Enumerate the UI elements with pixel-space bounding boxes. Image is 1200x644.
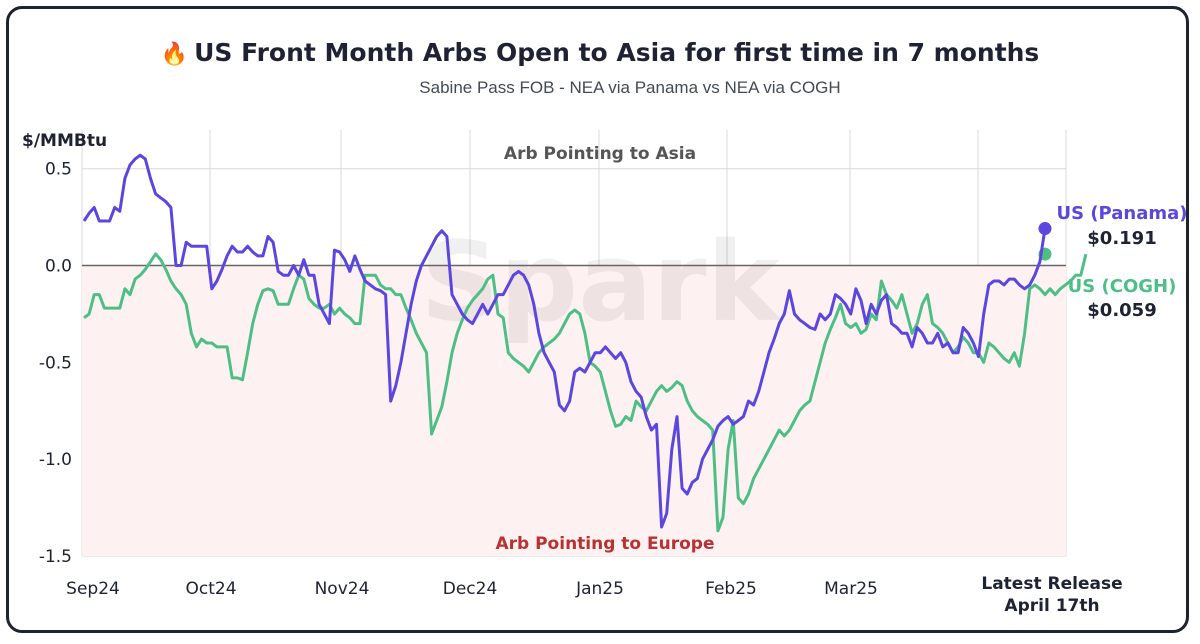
x-tick-labels: Sep24 Oct24 Nov24 Dec24 Jan25 Feb25 Mar25 Lates… [66,574,1122,616]
y-tick-label: -0.5 [39,353,72,373]
chart-subtitle: Sabine Pass FOB - NEA via Panama vs NEA … [419,78,841,97]
x-tick-label: Feb25 [705,579,757,599]
x-tick-label: Jan25 [575,579,624,599]
x-tick-label: Dec24 [443,579,498,599]
europe-region-shade [82,265,1066,556]
fire-icon: 🔥 [160,42,189,67]
x-tick-label-latest: Latest Release [981,574,1122,594]
endpoint-panama [1038,222,1052,236]
y-tick-label: 0.0 [45,257,72,277]
x-tick-label: Sep24 [66,579,120,599]
series-value-cogh: $0.059 [1087,300,1156,321]
series-name-panama: US (Panama) [1056,203,1187,224]
end-labels: US (Panama) $0.191 US (COGH) $0.059 [1056,203,1187,321]
y-tick-label: -1.0 [39,450,72,470]
series-value-panama: $0.191 [1087,228,1156,249]
series-line-panama [82,153,1047,529]
x-tick-label: Oct24 [185,579,236,599]
x-tick-label: Mar25 [824,579,878,599]
series-name-cogh: US (COGH) [1068,276,1177,297]
chart-title-text: US Front Month Arbs Open to Asia for fir… [194,38,1040,67]
series-line-cogh [83,252,1088,533]
watermark: Spark [420,218,782,346]
x-tick-label-latest: April 17th [1004,596,1099,616]
y-tick-label: 0.5 [45,160,72,180]
annotation-asia: Arb Pointing to Asia [504,144,696,164]
annotation-europe: Arb Pointing to Europe [495,534,714,554]
x-tick-label: Nov24 [315,579,370,599]
series-layer [82,153,1088,533]
chart-title: 🔥 US Front Month Arbs Open to Asia for fi… [0,38,1200,67]
y-tick-labels: 0.5 0.0 -0.5 -1.0 -1.5 [39,160,72,567]
y-axis-label: $/MMBtu [22,131,107,151]
y-tick-label: -1.5 [39,547,72,567]
